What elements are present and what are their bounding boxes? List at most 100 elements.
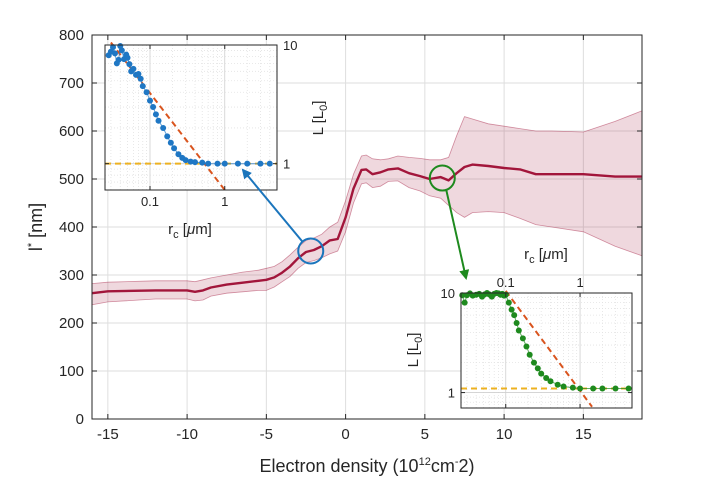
data-point — [625, 385, 632, 392]
inset-x-tick-label: 1 — [576, 275, 583, 290]
data-point — [214, 160, 221, 167]
data-point — [530, 359, 537, 366]
inset1-y-axis-label: L [L0] — [310, 101, 330, 136]
data-point — [577, 385, 584, 392]
main-x-ticks: -15 -10 -5 0 5 10 15 — [97, 35, 592, 443]
inset1-frame — [104, 44, 278, 191]
inset2-frame — [460, 292, 633, 409]
data-point — [160, 124, 167, 131]
highlight-circle-blue — [297, 237, 325, 265]
inset-y-tick-label: 10 — [283, 38, 297, 53]
data-point — [147, 97, 154, 104]
data-point — [192, 159, 199, 166]
x-tick-label: 5 — [421, 426, 429, 443]
inset2-series — [459, 290, 632, 408]
highlight-circle-green — [428, 164, 456, 192]
data-point — [221, 160, 228, 167]
data-point — [139, 83, 146, 90]
main-series — [91, 163, 642, 295]
inset2-x-axis-label: rc [μm] — [524, 246, 568, 266]
inset-y-tick-label: 1 — [448, 386, 455, 401]
data-point — [135, 70, 142, 77]
data-point — [130, 65, 137, 72]
data-point — [511, 312, 518, 319]
x-tick-label: 10 — [496, 426, 513, 443]
data-point — [187, 158, 194, 165]
data-point — [111, 50, 118, 57]
main-y-ticks: 0 100 200 300 400 500 600 700 800 — [59, 27, 642, 428]
data-point — [461, 299, 468, 306]
inset2-ticks: 0.1 1 1 10 — [441, 275, 632, 408]
data-point — [150, 104, 157, 111]
data-point — [110, 44, 117, 51]
y-tick-label: 800 — [59, 27, 84, 44]
inset2-y-axis-label: L [L0] — [405, 333, 425, 368]
data-point — [523, 343, 530, 350]
y-tick-label: 200 — [59, 315, 84, 332]
data-point — [547, 378, 554, 385]
inset-bottom-right: 0.1 1 1 10 rc [μm] L [L0] — [405, 246, 633, 409]
data-point — [257, 160, 264, 167]
y-tick-label: 400 — [59, 219, 84, 236]
data-point — [554, 381, 561, 388]
arrow-to-inset1 — [241, 168, 304, 243]
y-tick-label: 600 — [59, 123, 84, 140]
data-point — [115, 56, 122, 63]
data-point — [515, 327, 522, 334]
x-tick-label: -10 — [176, 426, 198, 443]
data-point — [508, 306, 515, 313]
y-tick-label: 0 — [76, 411, 84, 428]
data-point — [234, 160, 241, 167]
inset1-series — [105, 41, 277, 191]
main-y-axis-label: l* [nm] — [26, 203, 46, 251]
data-point — [205, 160, 212, 167]
data-point — [599, 385, 606, 392]
data-point — [175, 151, 182, 158]
y-tick-label: 100 — [59, 363, 84, 380]
data-point — [182, 157, 189, 164]
data-point — [167, 139, 174, 146]
x-tick-label: -15 — [97, 426, 119, 443]
annotations — [241, 164, 470, 280]
data-point — [505, 299, 512, 306]
inset-top-left: 0.1 1 1 10 rc [μm] L [L0] — [104, 38, 330, 241]
data-point — [543, 375, 550, 382]
data-point — [244, 160, 251, 167]
inset2-grid — [461, 293, 632, 409]
data-point — [519, 335, 526, 342]
main-x-axis-label: Electron density (1012cm-2) — [259, 456, 474, 476]
data-point — [152, 111, 159, 118]
x-tick-label: -5 — [260, 426, 273, 443]
data-point — [143, 89, 150, 96]
data-point — [155, 117, 162, 124]
arrow-to-inset2 — [445, 189, 470, 280]
data-point — [266, 160, 273, 167]
data-point — [126, 61, 133, 68]
data-point — [118, 47, 125, 54]
main-chart: -15 -10 -5 0 5 10 15 0 100 200 300 400 500 600 700 800… — [26, 27, 643, 476]
data-point — [513, 319, 520, 326]
y-tick-label: 700 — [59, 75, 84, 92]
data-point — [560, 383, 567, 390]
y-tick-label: 500 — [59, 171, 84, 188]
data-point — [569, 384, 576, 391]
data-point — [526, 351, 533, 358]
data-point — [612, 385, 619, 392]
data-point — [164, 133, 171, 140]
x-tick-label: 15 — [575, 426, 592, 443]
inset-y-tick-label: 10 — [441, 286, 455, 301]
data-point — [538, 370, 545, 377]
data-point — [199, 159, 206, 166]
inset1-x-axis-label: rc [μm] — [168, 221, 212, 241]
data-point — [590, 385, 597, 392]
data-point — [124, 54, 131, 61]
inset-x-tick-label: 0.1 — [497, 275, 515, 290]
data-point — [171, 145, 178, 152]
inset1-ticks: 0.1 1 1 10 — [105, 38, 297, 209]
inset-x-tick-label: 0.1 — [141, 194, 159, 209]
inset-x-tick-label: 1 — [221, 194, 228, 209]
mean-line — [91, 163, 642, 295]
main-grid — [92, 34, 642, 420]
data-point — [137, 75, 144, 82]
